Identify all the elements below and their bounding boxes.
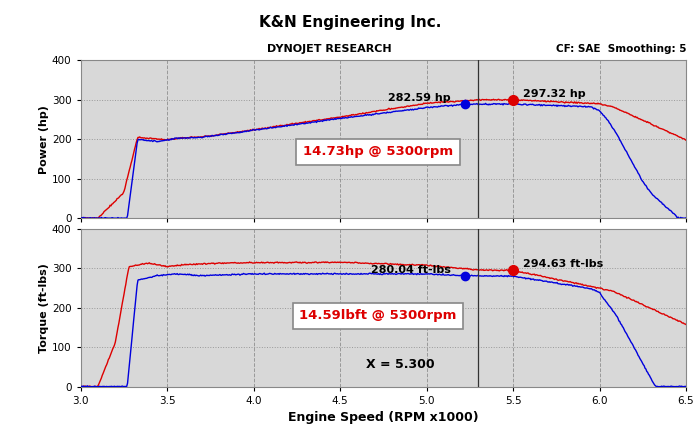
Y-axis label: Power (hp): Power (hp) xyxy=(39,105,49,174)
Text: K&N Engineering Inc.: K&N Engineering Inc. xyxy=(259,15,441,30)
Text: 14.59lbft @ 5300rpm: 14.59lbft @ 5300rpm xyxy=(300,309,456,322)
Text: X = 5.300: X = 5.300 xyxy=(366,359,435,372)
Text: DYNOJET RESEARCH: DYNOJET RESEARCH xyxy=(267,44,391,54)
Text: 14.73hp @ 5300rpm: 14.73hp @ 5300rpm xyxy=(303,146,453,159)
Text: 294.63 ft-lbs: 294.63 ft-lbs xyxy=(524,259,603,269)
Text: 282.59 hp: 282.59 hp xyxy=(388,93,451,103)
Text: CF: SAE  Smoothing: 5: CF: SAE Smoothing: 5 xyxy=(556,44,686,54)
Text: 297.32 hp: 297.32 hp xyxy=(524,89,586,99)
Text: Engine Speed (RPM x1000): Engine Speed (RPM x1000) xyxy=(288,411,479,424)
Text: 280.04 ft-lbs: 280.04 ft-lbs xyxy=(371,265,451,275)
Y-axis label: Torque (ft-lbs): Torque (ft-lbs) xyxy=(39,263,49,353)
